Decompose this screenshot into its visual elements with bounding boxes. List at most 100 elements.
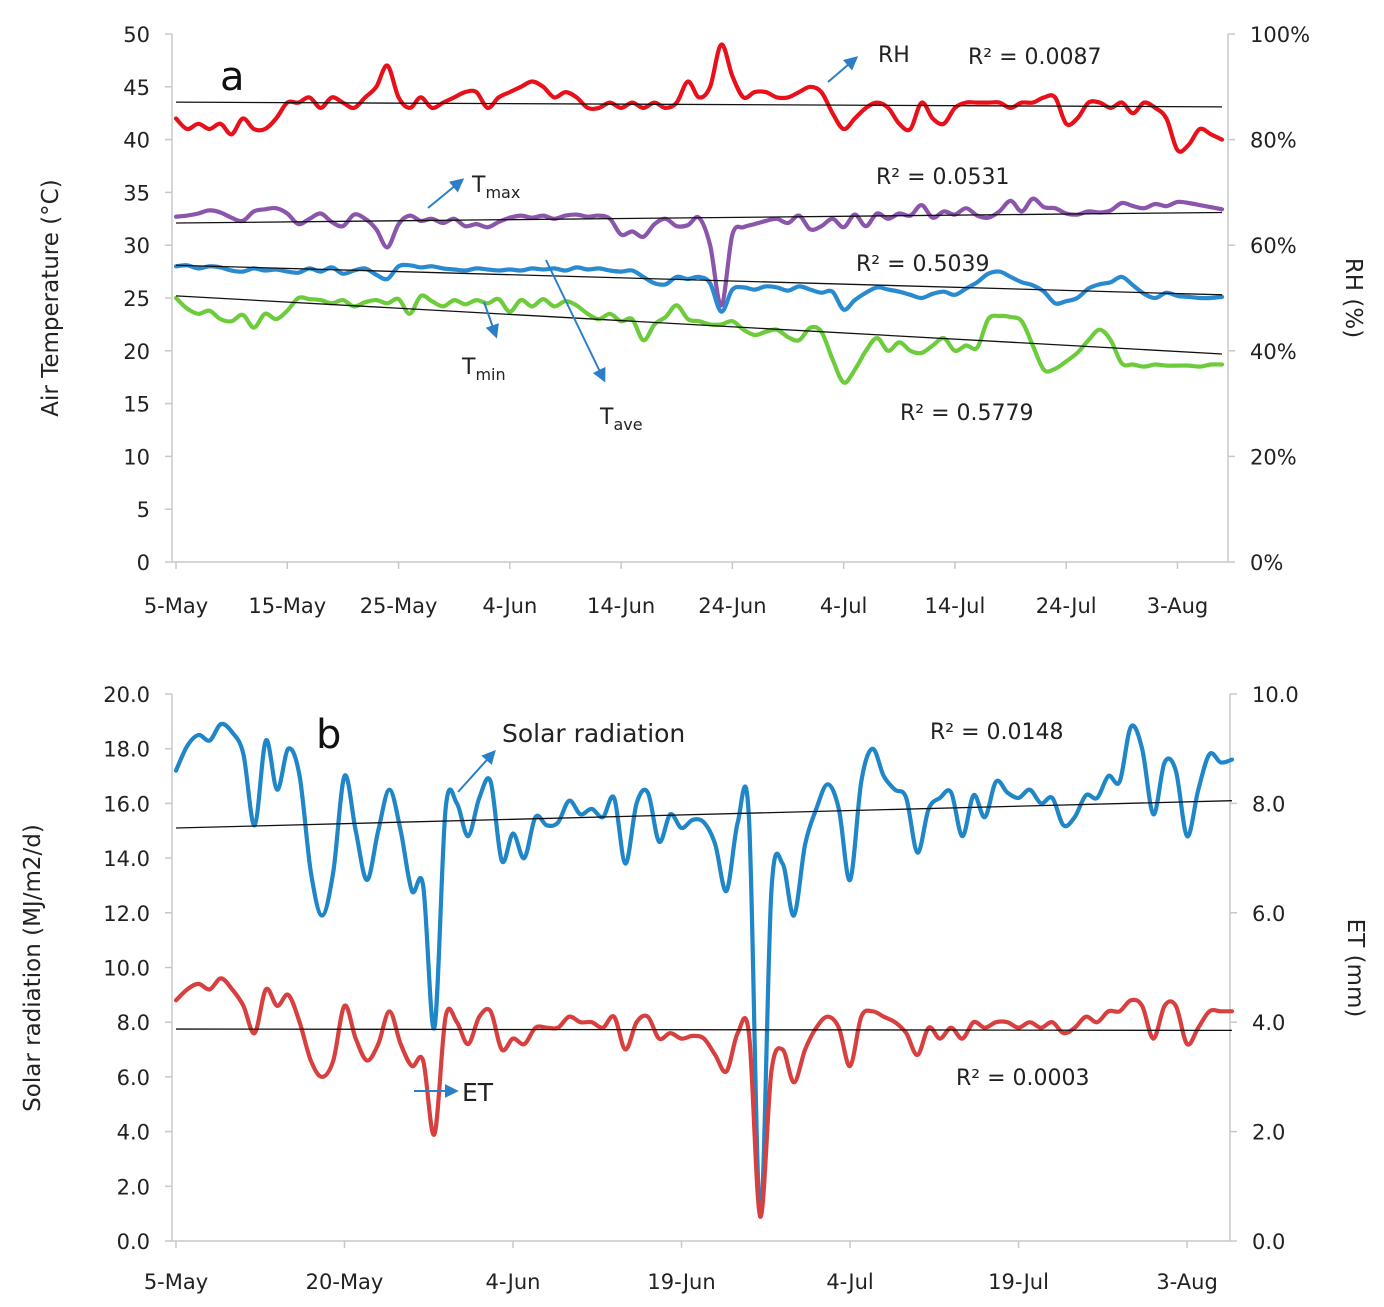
panel-b-y2-axis-label: ET (mm) xyxy=(1342,919,1368,1018)
r2-tmin: R² = 0.5779 xyxy=(900,401,1034,426)
tmin-arrow xyxy=(483,301,499,339)
x-tick-label: 14-Jul xyxy=(925,594,986,618)
solar-arrow xyxy=(457,749,496,793)
panel-b-trendlines xyxy=(175,800,1233,1032)
x-tick-label: 20-May xyxy=(306,1270,384,1294)
x-tick-label: 4-Jun xyxy=(482,594,537,618)
y2-tick-label: 40% xyxy=(1250,340,1297,364)
trendline xyxy=(175,211,1223,224)
y-tick-label: 5 xyxy=(137,498,150,522)
solar-label: Solar radiation xyxy=(502,719,685,748)
tave-arrow xyxy=(545,259,606,383)
x-tick-label: 15-May xyxy=(248,594,326,618)
series-line-et xyxy=(173,976,1235,1219)
y-tick-label: 50 xyxy=(123,23,150,47)
et-label: ET xyxy=(462,1078,494,1107)
y2-tick-label: 6.0 xyxy=(1252,902,1285,926)
y-tick-label: 20 xyxy=(123,340,150,364)
x-tick-label: 19-Jun xyxy=(647,1270,715,1294)
rh-label: RH xyxy=(878,43,910,68)
tmax-arrow xyxy=(427,178,465,209)
y-tick-label: 4.0 xyxy=(117,1121,150,1145)
y2-tick-label: 2.0 xyxy=(1252,1121,1285,1145)
tmax-label-sub: max xyxy=(485,183,520,202)
x-tick-label: 4-Jun xyxy=(486,1270,541,1294)
y2-tick-label: 0% xyxy=(1250,551,1283,575)
y2-tick-label: 10.0 xyxy=(1252,683,1299,707)
y2-tick-label: 8.0 xyxy=(1252,792,1285,816)
y-tick-label: 25 xyxy=(123,287,150,311)
x-tick-label: 5-May xyxy=(144,1270,208,1294)
y-tick-label: 10 xyxy=(123,445,150,469)
x-tick-label: 19-Jul xyxy=(988,1270,1049,1294)
y-tick-label: 30 xyxy=(123,234,150,258)
x-tick-label: 4-Jul xyxy=(820,594,867,618)
y-tick-label: 40 xyxy=(123,129,150,153)
y-tick-label: 35 xyxy=(123,181,150,205)
r2-tave: R² = 0.5039 xyxy=(856,252,990,277)
rh-arrow xyxy=(827,56,859,83)
panel-b-left-axis-ticks: 0.0 2.0 4.0 6.0 8.0 10.0 12.0 14.0 16.0 18.0 20.0 xyxy=(103,683,172,1254)
tmin-label-main: T xyxy=(461,355,476,380)
tmin-label-sub: min xyxy=(475,365,505,384)
panel-a-right-axis-ticks: 0% 20% 40% 60% 80% 100% xyxy=(1228,23,1310,575)
r2-rh: R² = 0.0087 xyxy=(968,45,1102,70)
series-line-tmin xyxy=(173,293,1225,385)
r2-tmax: R² = 0.0531 xyxy=(876,165,1010,190)
y2-tick-label: 4.0 xyxy=(1252,1011,1285,1035)
tave-label: Tave xyxy=(599,405,643,434)
panel-a-x-axis-ticks: 5-May 15-May 25-May 4-Jun 14-Jun 24-Jun 4-Jul 1… xyxy=(144,562,1208,618)
panel-a-y2-axis-label: RH (%) xyxy=(1340,258,1366,338)
r2-solar: R² = 0.0148 xyxy=(930,720,1064,745)
tave-label-sub: ave xyxy=(613,415,642,434)
x-tick-label: 14-Jun xyxy=(587,594,655,618)
y-tick-label: 45 xyxy=(123,76,150,100)
panel-a-left-axis-ticks: 0 5 10 15 20 25 30 35 40 45 50 xyxy=(123,23,172,575)
y-tick-label: 20.0 xyxy=(103,683,150,707)
x-tick-label: 25-May xyxy=(360,594,438,618)
r2-et: R² = 0.0003 xyxy=(956,1066,1090,1091)
panel-b-series xyxy=(173,721,1235,1219)
y-tick-label: 15 xyxy=(123,393,150,417)
x-tick-label: 5-May xyxy=(144,594,208,618)
y-tick-label: 2.0 xyxy=(117,1175,150,1199)
panel-a-y-axis-label: Air Temperature (°C) xyxy=(38,179,64,416)
trendline xyxy=(175,800,1233,829)
y-tick-label: 10.0 xyxy=(103,957,150,981)
trendline xyxy=(175,295,1223,355)
panel-b: 0.02.04.06.08.010.012.014.016.018.020.0 … xyxy=(20,683,1368,1294)
series-line-rh xyxy=(173,42,1225,154)
y-tick-label: 0.0 xyxy=(117,1230,150,1254)
tave-label-main: T xyxy=(599,405,614,430)
y-tick-label: 12.0 xyxy=(103,902,150,926)
y-tick-label: 8.0 xyxy=(117,1011,150,1035)
panel-b-right-axis-ticks: 0.0 2.0 4.0 6.0 8.0 10.0 xyxy=(1230,683,1299,1254)
panel-b-x-axis-ticks: 5-May 20-May 4-Jun 19-Jun 4-Jul 19-Jul 3-Aug xyxy=(144,1241,1218,1294)
panel-b-y-axis-label: Solar radiation (MJ/m2/d) xyxy=(20,824,46,1112)
y2-tick-label: 20% xyxy=(1250,445,1297,469)
y2-tick-label: 60% xyxy=(1250,234,1297,258)
series-line-tave xyxy=(173,262,1225,314)
trendline xyxy=(175,1028,1233,1032)
y2-tick-label: 0.0 xyxy=(1252,1230,1285,1254)
x-tick-label: 4-Jul xyxy=(826,1270,873,1294)
y-tick-label: 0 xyxy=(137,551,150,575)
trendline xyxy=(175,101,1223,108)
x-tick-label: 3-Aug xyxy=(1156,1270,1217,1294)
y-tick-label: 6.0 xyxy=(117,1066,150,1090)
tmin-label: Tmin xyxy=(461,355,506,384)
panel-b-letter: b xyxy=(316,712,341,758)
trendline xyxy=(175,264,1223,296)
x-tick-label: 24-Jul xyxy=(1036,594,1097,618)
y2-tick-label: 100% xyxy=(1250,23,1310,47)
y-tick-label: 16.0 xyxy=(103,792,150,816)
panel-a-trendlines xyxy=(175,101,1223,355)
series-line-solar-radiation xyxy=(173,721,1235,1219)
y-tick-label: 18.0 xyxy=(103,738,150,762)
panel-a-letter: a xyxy=(220,54,245,100)
tmax-label: Tmax xyxy=(471,173,520,202)
x-tick-label: 24-Jun xyxy=(698,594,766,618)
y-tick-label: 14.0 xyxy=(103,847,150,871)
